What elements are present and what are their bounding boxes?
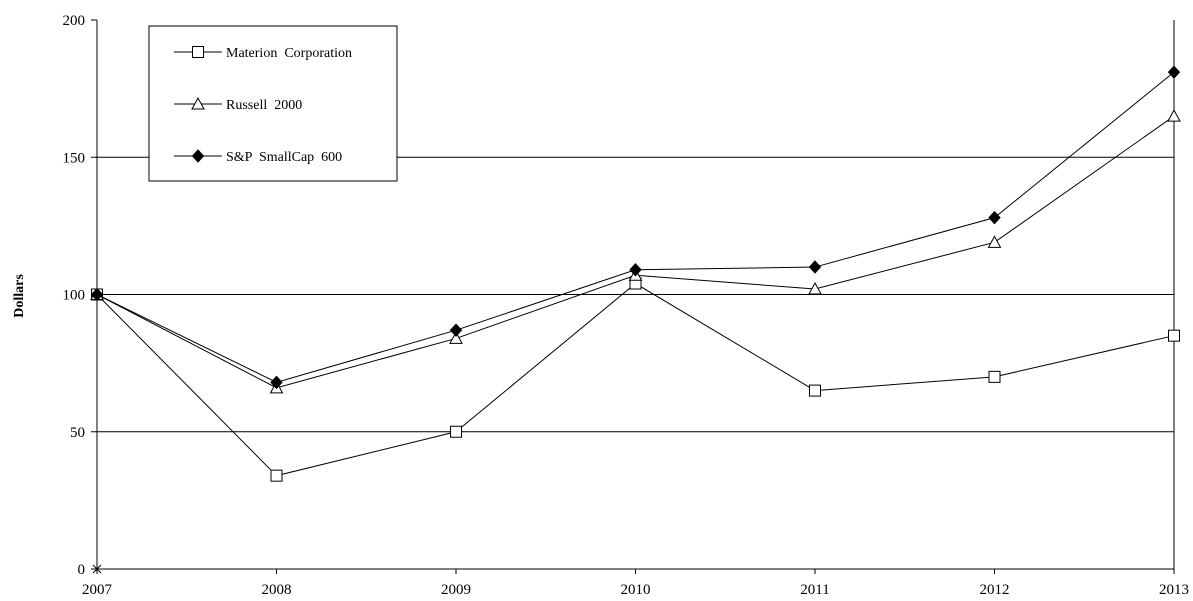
y-tick-label: 150 xyxy=(63,150,86,166)
x-tick-label: 2012 xyxy=(980,582,1010,598)
x-tick-label: 2010 xyxy=(621,582,651,598)
y-tick-label: 50 xyxy=(70,425,85,441)
data-point xyxy=(449,331,463,344)
data-point xyxy=(988,210,1001,225)
data-point xyxy=(808,260,822,274)
legend-label: S&P SmallCap 600 xyxy=(226,150,342,165)
legend-marker-icon xyxy=(192,46,204,58)
y-tick-label: 100 xyxy=(63,288,86,304)
data-point xyxy=(987,235,1002,248)
x-tick-label: 2013 xyxy=(1159,582,1189,598)
data-point xyxy=(809,384,821,397)
x-tick-label: 2009 xyxy=(441,582,471,598)
data-point xyxy=(270,375,283,390)
x-tick-labels: 2007 2008 2009 2010 2011 2012 2013 xyxy=(82,582,1189,598)
y-tick-label: 0 xyxy=(78,562,86,578)
data-point xyxy=(808,281,822,295)
series-0 xyxy=(91,277,1180,482)
data-point xyxy=(450,425,462,438)
data-point xyxy=(1167,109,1181,122)
data-point xyxy=(1167,65,1181,79)
y-tick-labels: 0 50 100 150 200 xyxy=(63,13,86,578)
data-point xyxy=(629,263,642,277)
legend-label: Materion Corporation xyxy=(226,46,352,61)
gridlines xyxy=(97,156,1174,433)
x-tick-label: 2011 xyxy=(800,582,829,598)
series-group xyxy=(90,65,1181,482)
legend-label: Russell 2000 xyxy=(226,98,302,113)
y-tick-label: 200 xyxy=(63,13,86,29)
data-point xyxy=(1168,329,1180,342)
data-point xyxy=(988,370,1001,383)
series-2 xyxy=(90,65,1181,390)
x-tick-label: 2008 xyxy=(262,582,292,598)
legend-marker-icon xyxy=(191,149,205,163)
data-point xyxy=(449,323,463,337)
origin-cross-icon xyxy=(92,564,102,574)
series-line xyxy=(96,282,1175,477)
data-point xyxy=(90,287,104,302)
legend: Materion Corporation Russell 2000 S&P Smal… xyxy=(148,25,398,182)
legend-marker-icon xyxy=(191,96,205,110)
y-axis-label: Dollars xyxy=(12,274,27,318)
data-point xyxy=(270,469,283,482)
x-tick-label: 2007 xyxy=(82,582,113,598)
